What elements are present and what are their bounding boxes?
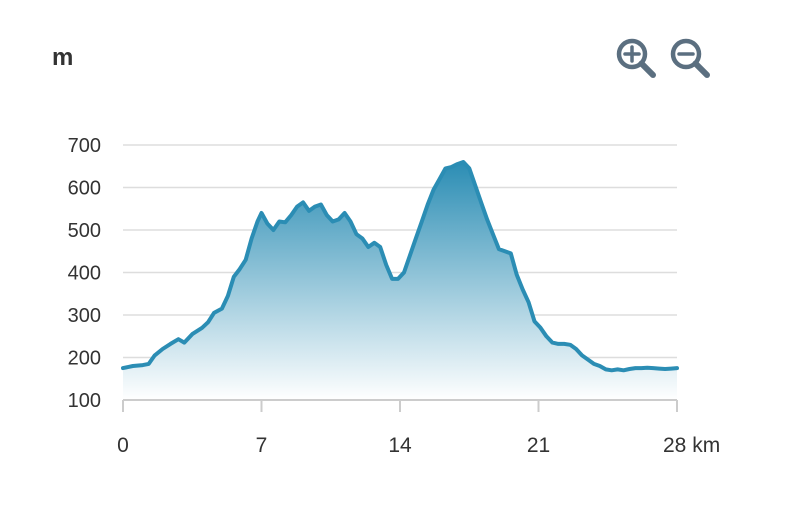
zoom-in-button[interactable] (614, 36, 658, 80)
y-tick-label: 500 (68, 220, 101, 242)
zoom-in-icon (616, 38, 656, 78)
y-tick-label: 200 (68, 348, 101, 370)
elevation-area (123, 162, 677, 400)
x-tick-label: 21 (527, 434, 550, 457)
y-tick-label: 600 (68, 178, 101, 200)
y-unit-label: m (52, 44, 73, 71)
zoom-out-button[interactable] (668, 36, 712, 80)
x-tick-label: 14 (388, 434, 412, 457)
x-tick-label: 0 (117, 434, 129, 457)
y-tick-label: 100 (68, 390, 101, 412)
y-tick-label: 400 (68, 263, 101, 285)
y-tick-label: 700 (68, 135, 101, 157)
x-tick-label: 7 (256, 434, 268, 457)
y-tick-label: 300 (68, 305, 101, 327)
zoom-out-icon (670, 38, 710, 78)
elevation-line (121, 160, 679, 373)
x-tick-label: 28 km (663, 434, 720, 457)
